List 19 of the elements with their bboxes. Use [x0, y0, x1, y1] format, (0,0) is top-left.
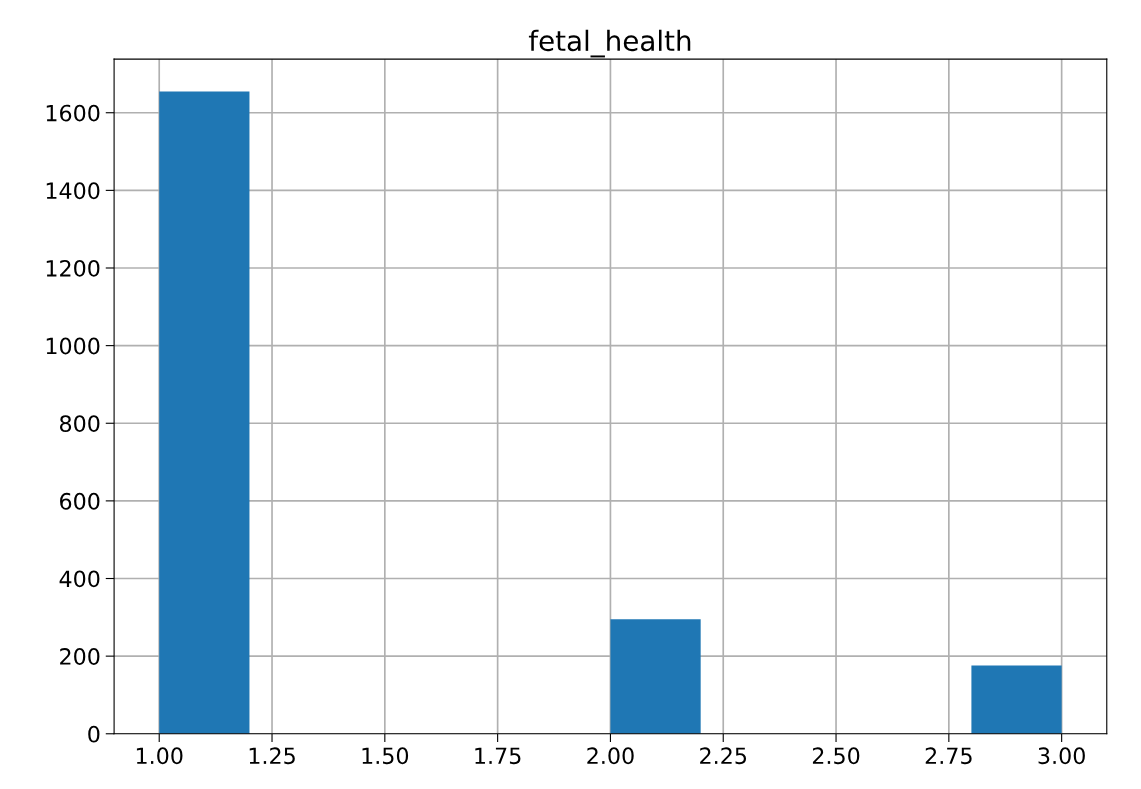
x-tick-label: 3.00: [1038, 747, 1085, 765]
y-tick-label: 1600: [46, 104, 100, 122]
y-tick-label: 600: [60, 492, 100, 510]
chart-title: fetal_health: [528, 29, 691, 58]
x-tick-label: 2.75: [925, 747, 972, 765]
y-tick-label: 1400: [46, 182, 100, 200]
y-tick-label: 1200: [46, 259, 100, 277]
y-tick-label: 0: [88, 725, 100, 743]
y-tick-label: 200: [60, 648, 100, 665]
x-tick-label: 2.00: [587, 747, 634, 765]
x-tick-label: 2.50: [812, 747, 860, 765]
x-tick-label: 1.25: [249, 747, 295, 765]
x-tick-label: 1.75: [475, 747, 521, 765]
x-tick-label: 1.00: [136, 747, 183, 765]
y-tick-label: 400: [59, 570, 100, 588]
x-tick-label: 1.50: [362, 747, 409, 765]
y-tick-label: 800: [60, 415, 100, 433]
y-tick-label: 1000: [46, 337, 100, 355]
x-tick-label: 2.25: [700, 747, 747, 765]
